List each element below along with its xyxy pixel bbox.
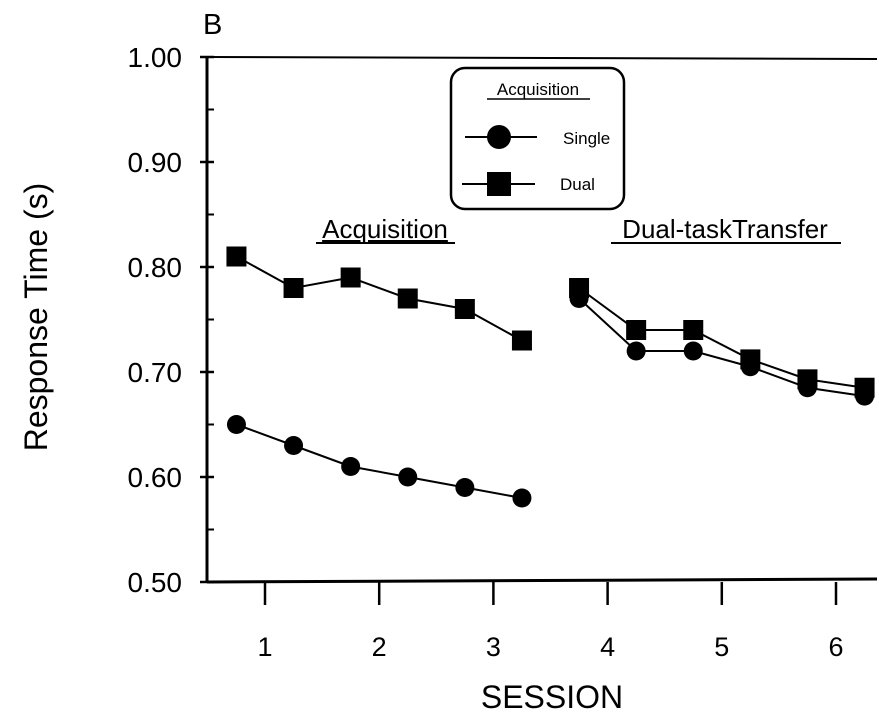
series-line-dual [235, 255, 523, 342]
legend-title: Acquisition [497, 80, 579, 99]
y-axis-title: Response Time (s) [18, 183, 54, 452]
data-point-single [683, 341, 703, 361]
data-point-dual [854, 377, 875, 398]
x-tick-label: 1 [257, 632, 272, 662]
legend: Acquisition Single Dual [449, 66, 626, 211]
data-point-dual [797, 369, 818, 390]
y-tick-label: 0.90 [128, 147, 183, 178]
y-tick-label: 0.50 [128, 567, 183, 598]
data-point-dual [340, 267, 361, 288]
data-point-single [512, 488, 532, 508]
annotation-dual-task-transfer: Dual-taskTransfer [622, 214, 828, 244]
legend-marker-single [487, 125, 511, 149]
x-axis-line [206, 577, 878, 584]
x-tick-label: 5 [714, 632, 729, 662]
data-point-dual [397, 288, 418, 309]
data-point-single [284, 436, 304, 455]
y-ticks: 0.50 0.60 0.70 0.80 0.90 1.00 [128, 42, 214, 598]
data-point-dual [683, 320, 704, 340]
x-ticks: 1 2 3 4 5 6 [257, 582, 844, 662]
data-point-single [226, 415, 246, 434]
data-point-dual [454, 299, 475, 319]
x-tick-label: 6 [828, 632, 843, 662]
x-tick-label: 3 [486, 632, 501, 662]
data-point-dual [569, 278, 590, 298]
legend-marker-dual [487, 172, 511, 196]
y-tick-label: 0.70 [128, 357, 183, 388]
data-point-dual [226, 246, 247, 267]
data-point-single [626, 341, 646, 361]
x-axis-title: SESSION [481, 679, 623, 715]
data-point-single [341, 457, 361, 476]
series-layer [226, 246, 875, 508]
annotation-acquisition: Acquisition [322, 214, 448, 244]
x-tick-label: 2 [372, 632, 387, 662]
legend-label-single: Single [563, 129, 610, 148]
data-point-single [398, 467, 418, 487]
y-tick-label: 0.80 [128, 252, 183, 283]
y-tick-label: 1.00 [128, 42, 183, 73]
data-point-dual [283, 278, 304, 298]
panel-label: B [203, 9, 222, 41]
y-tick-label: 0.60 [128, 462, 183, 493]
data-point-single [455, 478, 475, 497]
data-point-dual [740, 349, 761, 370]
data-point-dual [626, 320, 647, 340]
x-tick-label: 4 [600, 632, 615, 662]
top-frame-line [206, 56, 878, 60]
data-point-dual [511, 330, 532, 351]
legend-box [449, 66, 626, 211]
legend-label-dual: Dual [560, 175, 595, 194]
series-line-single [236, 423, 523, 499]
